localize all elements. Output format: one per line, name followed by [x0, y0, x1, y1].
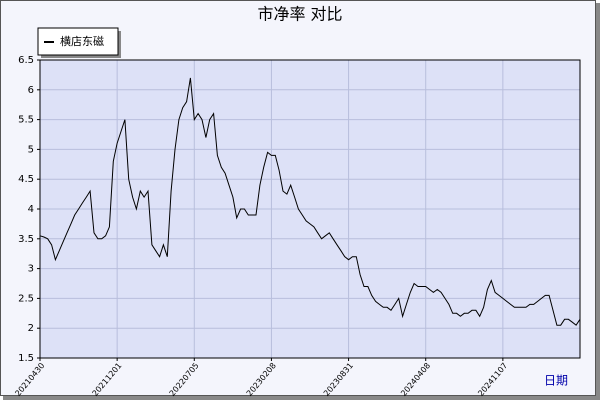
y-tick-label: 6.5	[18, 55, 34, 66]
y-tick-label: 6	[28, 85, 34, 96]
y-tick-label: 1.5	[18, 353, 34, 364]
y-tick-label: 4.5	[18, 174, 34, 185]
y-tick-label: 4	[28, 204, 34, 215]
chart-title: 市净率 对比	[257, 5, 342, 24]
y-tick-label: 5	[28, 144, 34, 155]
data-line	[39, 77, 581, 326]
legend-label: 横店东磁	[60, 34, 104, 48]
y-tick-label: 3	[28, 264, 34, 275]
y-tick-label: 2	[28, 323, 34, 334]
x-axis-label: 日期	[544, 374, 568, 388]
y-tick-label: 3.5	[18, 234, 34, 245]
y-tick-label: 5.5	[18, 115, 34, 126]
y-tick-label: 2.5	[18, 293, 34, 304]
